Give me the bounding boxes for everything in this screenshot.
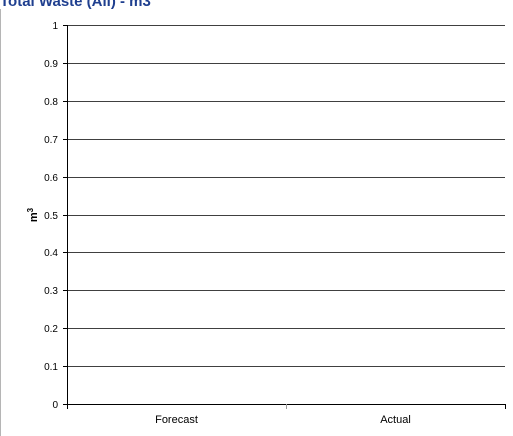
y-tick-label: 0.3 (44, 286, 58, 297)
page-title: Total Waste (All) - m3 (0, 0, 151, 10)
y-tick-label: 0.5 (44, 211, 58, 222)
y-tick-label: 0.7 (44, 135, 58, 146)
y-axis-label: m3 (26, 207, 40, 222)
y-tick-label: 1 (52, 21, 58, 32)
axes (67, 25, 505, 405)
y-tick-label: 0.1 (44, 362, 58, 373)
y-ticks: 0 0.1 0.2 0.3 0.4 0.5 0.6 0.7 0.8 0.9 1 (44, 21, 67, 411)
gridlines (67, 25, 505, 367)
y-tick-label: 0.9 (44, 59, 58, 70)
y-tick-label: 0.6 (44, 173, 58, 184)
x-ticks: Forecast Actual (67, 404, 506, 426)
y-tick-label: 0.4 (44, 248, 58, 259)
y-tick-label: 0.2 (44, 324, 58, 335)
frame-border (0, 9, 1, 436)
x-tick-label: Forecast (155, 414, 198, 426)
x-tick-label: Actual (380, 414, 411, 426)
y-tick-label: 0.8 (44, 97, 58, 108)
y-tick-label: 0 (52, 400, 58, 411)
